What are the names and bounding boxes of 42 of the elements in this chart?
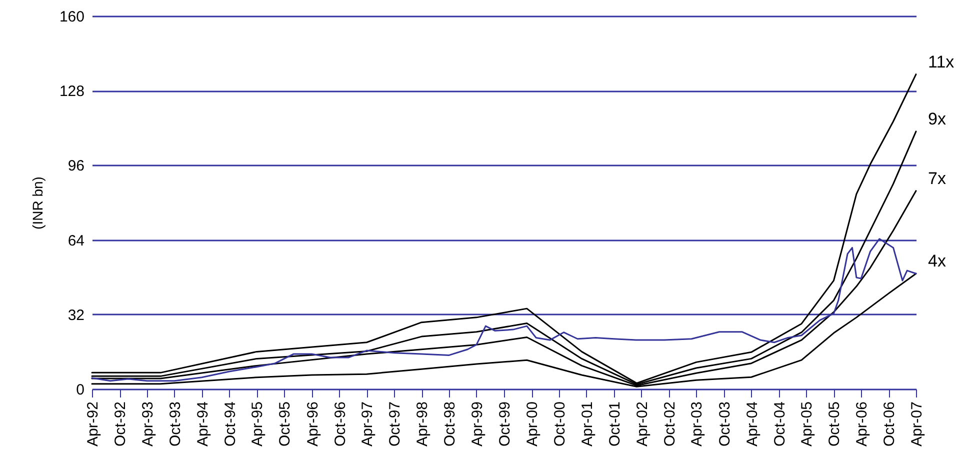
- y-axis-title: (INR bn): [29, 176, 46, 230]
- x-tick-label: Apr-93: [139, 402, 156, 447]
- x-tick-label: Apr-00: [524, 402, 542, 447]
- x-tick-label: Apr-07: [908, 402, 926, 447]
- x-tick-label: Oct-99: [496, 402, 514, 447]
- x-tick-label: Oct-00: [552, 402, 569, 447]
- x-tick-label: Oct-93: [166, 402, 184, 447]
- y-tick-label: 128: [59, 83, 84, 100]
- x-tick-label: Apr-92: [84, 402, 102, 447]
- x-tick-label: Oct-98: [442, 402, 459, 447]
- series-label: 4x: [928, 252, 946, 271]
- x-tick-label: Apr-94: [194, 402, 212, 447]
- x-tick-label: Apr-06: [854, 402, 871, 447]
- x-tick-label: Oct-01: [606, 402, 624, 447]
- x-tick-label: Apr-99: [468, 402, 486, 447]
- x-tick-label: Apr-96: [304, 402, 322, 447]
- x-tick-label: Apr-97: [359, 402, 376, 447]
- y-tick-label: 32: [68, 306, 84, 324]
- x-tick-label: Oct-95: [276, 402, 294, 447]
- y-tick-label: 64: [68, 232, 84, 250]
- series-label: 7x: [928, 168, 946, 188]
- x-tick-label: Apr-95: [249, 402, 266, 447]
- x-tick-label: Oct-05: [826, 402, 844, 447]
- series-label: 11x: [928, 52, 955, 72]
- series-label: 9x: [928, 109, 946, 128]
- x-tick-label: Oct-94: [222, 402, 239, 447]
- x-tick-label: Oct-06: [881, 402, 898, 447]
- x-tick-label: Apr-04: [744, 402, 761, 447]
- x-tick-label: Oct-92: [112, 402, 130, 447]
- x-tick-label: Apr-98: [414, 402, 432, 447]
- x-tick-label: Oct-04: [771, 402, 788, 447]
- x-tick-label: Apr-01: [578, 402, 596, 447]
- y-tick-label: 160: [59, 8, 84, 26]
- y-tick-label: 96: [68, 158, 84, 175]
- x-tick-label: Oct-02: [661, 402, 678, 447]
- x-tick-label: Apr-03: [688, 402, 706, 447]
- x-tick-label: Oct-03: [716, 402, 734, 447]
- x-tick-label: Apr-05: [798, 402, 816, 447]
- x-tick-label: Oct-97: [386, 402, 404, 447]
- y-tick-label: 0: [76, 382, 84, 398]
- x-tick-label: Apr-02: [634, 402, 651, 447]
- x-tick-label: Oct-96: [332, 402, 349, 447]
